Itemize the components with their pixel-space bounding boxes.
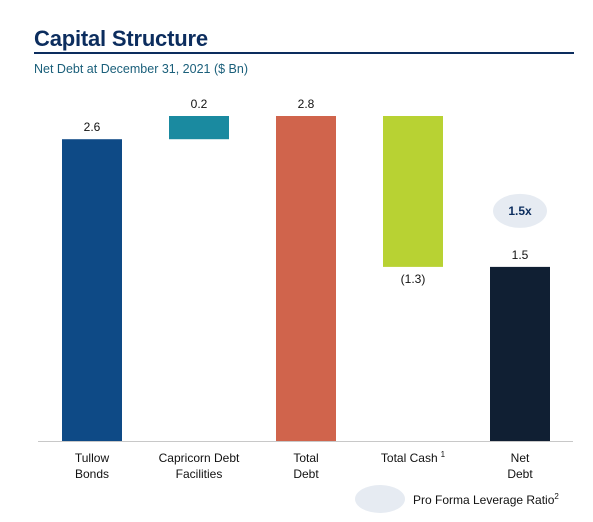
data-label-1: 0.2 bbox=[191, 97, 208, 111]
category-label-1: Capricorn Debt bbox=[159, 451, 240, 465]
bar-1 bbox=[169, 116, 229, 140]
chart-legend: Pro Forma Leverage Ratio2 bbox=[355, 485, 585, 515]
bar-2 bbox=[276, 116, 336, 441]
chart-subtitle: Net Debt at December 31, 2021 ($ Bn) bbox=[34, 62, 249, 76]
category-label-0-line2: Bonds bbox=[75, 467, 109, 481]
legend-label: Pro Forma Leverage Ratio2 bbox=[413, 492, 559, 507]
data-label-3: (1.3) bbox=[401, 272, 426, 286]
category-label-4: Net bbox=[511, 451, 530, 465]
category-label-1-line2: Facilities bbox=[176, 467, 223, 481]
category-label-0: Tullow bbox=[75, 451, 110, 465]
data-label-4: 1.5 bbox=[512, 248, 529, 262]
data-label-0: 2.6 bbox=[84, 120, 101, 134]
category-label-2-line2: Debt bbox=[293, 467, 319, 481]
category-label-2: Total bbox=[293, 451, 318, 465]
leverage-ratio-label: 1.5x bbox=[508, 204, 532, 218]
leverage-ratio-bubble bbox=[493, 193, 547, 228]
bar-0 bbox=[62, 139, 122, 441]
bar-3 bbox=[383, 116, 443, 267]
bar-4 bbox=[490, 266, 550, 441]
page-title: Capital Structure bbox=[34, 26, 208, 51]
legend-swatch bbox=[355, 485, 405, 513]
data-label-2: 2.8 bbox=[298, 97, 315, 111]
title-divider bbox=[34, 52, 574, 54]
category-label-4-line2: Debt bbox=[507, 467, 533, 481]
category-label-3: Total Cash 1 bbox=[381, 450, 446, 465]
